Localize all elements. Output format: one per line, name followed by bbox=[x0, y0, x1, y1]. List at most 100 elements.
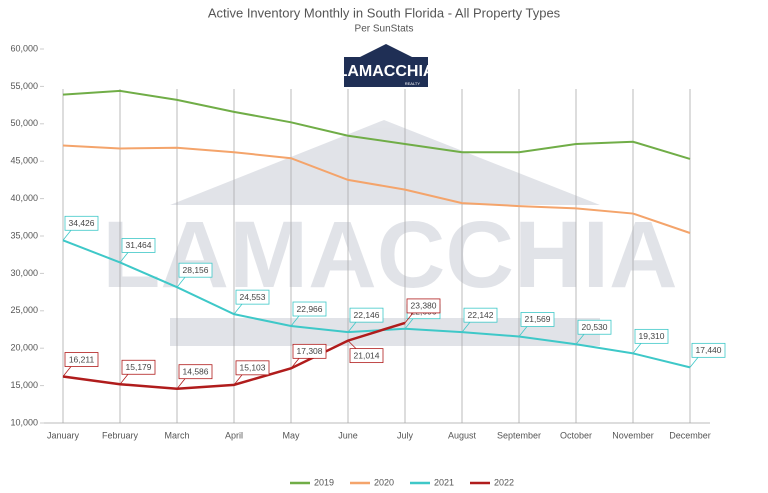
callout-leader bbox=[404, 312, 414, 324]
callout-box bbox=[349, 348, 384, 364]
data-callout: 15,103 bbox=[233, 360, 270, 386]
chart-subtitle: Per SunStats bbox=[355, 24, 414, 35]
data-callout: 22,966 bbox=[290, 301, 327, 327]
callout-box bbox=[64, 352, 99, 367]
callout-leader bbox=[461, 321, 471, 333]
callout-leader bbox=[290, 315, 300, 327]
data-label: 19,310 bbox=[639, 331, 665, 341]
data-callout: 28,156 bbox=[176, 262, 213, 288]
data-label: 15,103 bbox=[240, 363, 266, 373]
data-label: 17,308 bbox=[297, 346, 323, 356]
data-label: 16,211 bbox=[69, 354, 95, 364]
callout-box bbox=[235, 360, 270, 376]
data-label: 21,569 bbox=[525, 314, 551, 324]
y-tick-label: 55,000 bbox=[10, 81, 38, 91]
y-tick-label: 35,000 bbox=[10, 230, 38, 240]
data-label: 28,156 bbox=[183, 265, 209, 275]
x-tick-label: August bbox=[448, 430, 477, 440]
callout-leader bbox=[404, 318, 414, 329]
chart-title: Active Inventory Monthly in South Florid… bbox=[208, 5, 561, 20]
x-tick-label: June bbox=[338, 430, 358, 440]
callout-box bbox=[520, 312, 555, 327]
callout-box bbox=[463, 307, 498, 323]
callout-box bbox=[292, 301, 327, 317]
x-tick-label: September bbox=[497, 430, 541, 440]
logo-tagline: REALTY bbox=[405, 81, 421, 86]
watermark-text: LAMACCHIA bbox=[102, 202, 677, 308]
data-label: 22,142 bbox=[468, 310, 494, 320]
callout-leader bbox=[233, 374, 243, 386]
y-tick-label: 20,000 bbox=[10, 343, 38, 353]
data-callout: 34,426 bbox=[62, 215, 99, 241]
y-tick-label: 60,000 bbox=[10, 43, 38, 53]
callout-leader bbox=[62, 230, 72, 241]
data-callout: 15,179 bbox=[119, 359, 156, 385]
data-callout: 14,586 bbox=[176, 364, 213, 389]
y-tick-label: 15,000 bbox=[10, 380, 38, 390]
callout-leader bbox=[176, 276, 186, 288]
data-callout: 21,014 bbox=[347, 340, 384, 364]
callout-leader bbox=[347, 321, 357, 333]
data-label: 23,380 bbox=[411, 301, 437, 311]
data-callout: 19,310 bbox=[632, 328, 669, 354]
y-tick-label: 45,000 bbox=[10, 156, 38, 166]
x-tick-label: October bbox=[560, 430, 592, 440]
y-tick-label: 50,000 bbox=[10, 118, 38, 128]
data-callout: 17,440 bbox=[689, 342, 726, 368]
data-callout: 22,142 bbox=[461, 307, 498, 333]
watermark: LAMACCHIA bbox=[102, 120, 678, 346]
x-tick-label: July bbox=[397, 430, 414, 440]
legend-label: 2019 bbox=[314, 477, 334, 487]
callout-box bbox=[577, 319, 612, 335]
data-label: 22,966 bbox=[297, 304, 323, 314]
series-line bbox=[62, 144, 691, 234]
callout-box bbox=[235, 289, 270, 305]
data-label: 31,464 bbox=[126, 240, 152, 250]
x-tick-label: May bbox=[282, 430, 300, 440]
data-label: 22,146 bbox=[354, 310, 380, 320]
callout-leader bbox=[176, 378, 186, 389]
y-tick-label: 30,000 bbox=[10, 268, 38, 278]
series-line bbox=[62, 239, 691, 369]
y-tick-label: 25,000 bbox=[10, 305, 38, 315]
callout-leader bbox=[119, 374, 129, 385]
callout-box bbox=[178, 364, 213, 380]
series-line bbox=[62, 89, 691, 160]
logo-name: LAMACCHIA bbox=[338, 63, 435, 80]
callout-leader bbox=[62, 366, 72, 377]
callout-box bbox=[634, 328, 669, 344]
callout-leader bbox=[233, 303, 243, 315]
x-tick-label: November bbox=[612, 430, 654, 440]
callout-box bbox=[178, 262, 213, 278]
callout-box bbox=[121, 359, 156, 375]
callout-box bbox=[691, 342, 726, 358]
callout-box bbox=[64, 215, 99, 231]
x-tick-label: April bbox=[225, 430, 243, 440]
legend-label: 2022 bbox=[494, 477, 514, 487]
callout-leader bbox=[119, 252, 129, 263]
data-callout: 23,380 bbox=[404, 298, 441, 324]
callout-leader bbox=[347, 340, 357, 349]
legend-label: 2021 bbox=[434, 477, 454, 487]
x-tick-label: March bbox=[164, 430, 189, 440]
data-callout: 21,569 bbox=[518, 312, 555, 337]
callout-leader bbox=[290, 358, 300, 369]
callout-leader bbox=[632, 343, 642, 354]
data-label: 15,179 bbox=[126, 362, 152, 372]
data-label: 14,586 bbox=[183, 366, 209, 376]
legend-label: 2020 bbox=[374, 477, 394, 487]
data-label: 20,530 bbox=[582, 322, 608, 332]
logo: LAMACCHIA REALTY bbox=[338, 44, 435, 87]
data-callout: 20,530 bbox=[575, 319, 612, 345]
callout-leader bbox=[689, 357, 699, 368]
x-tick-label: December bbox=[669, 430, 711, 440]
callout-box bbox=[406, 298, 441, 314]
data-callout: 31,464 bbox=[119, 238, 156, 263]
data-label: 21,014 bbox=[354, 350, 380, 360]
callout-leader bbox=[575, 333, 585, 345]
x-tick-label: January bbox=[47, 430, 80, 440]
y-tick-label: 40,000 bbox=[10, 193, 38, 203]
data-label: 34,426 bbox=[69, 218, 95, 228]
data-callout: 16,211 bbox=[62, 352, 99, 377]
